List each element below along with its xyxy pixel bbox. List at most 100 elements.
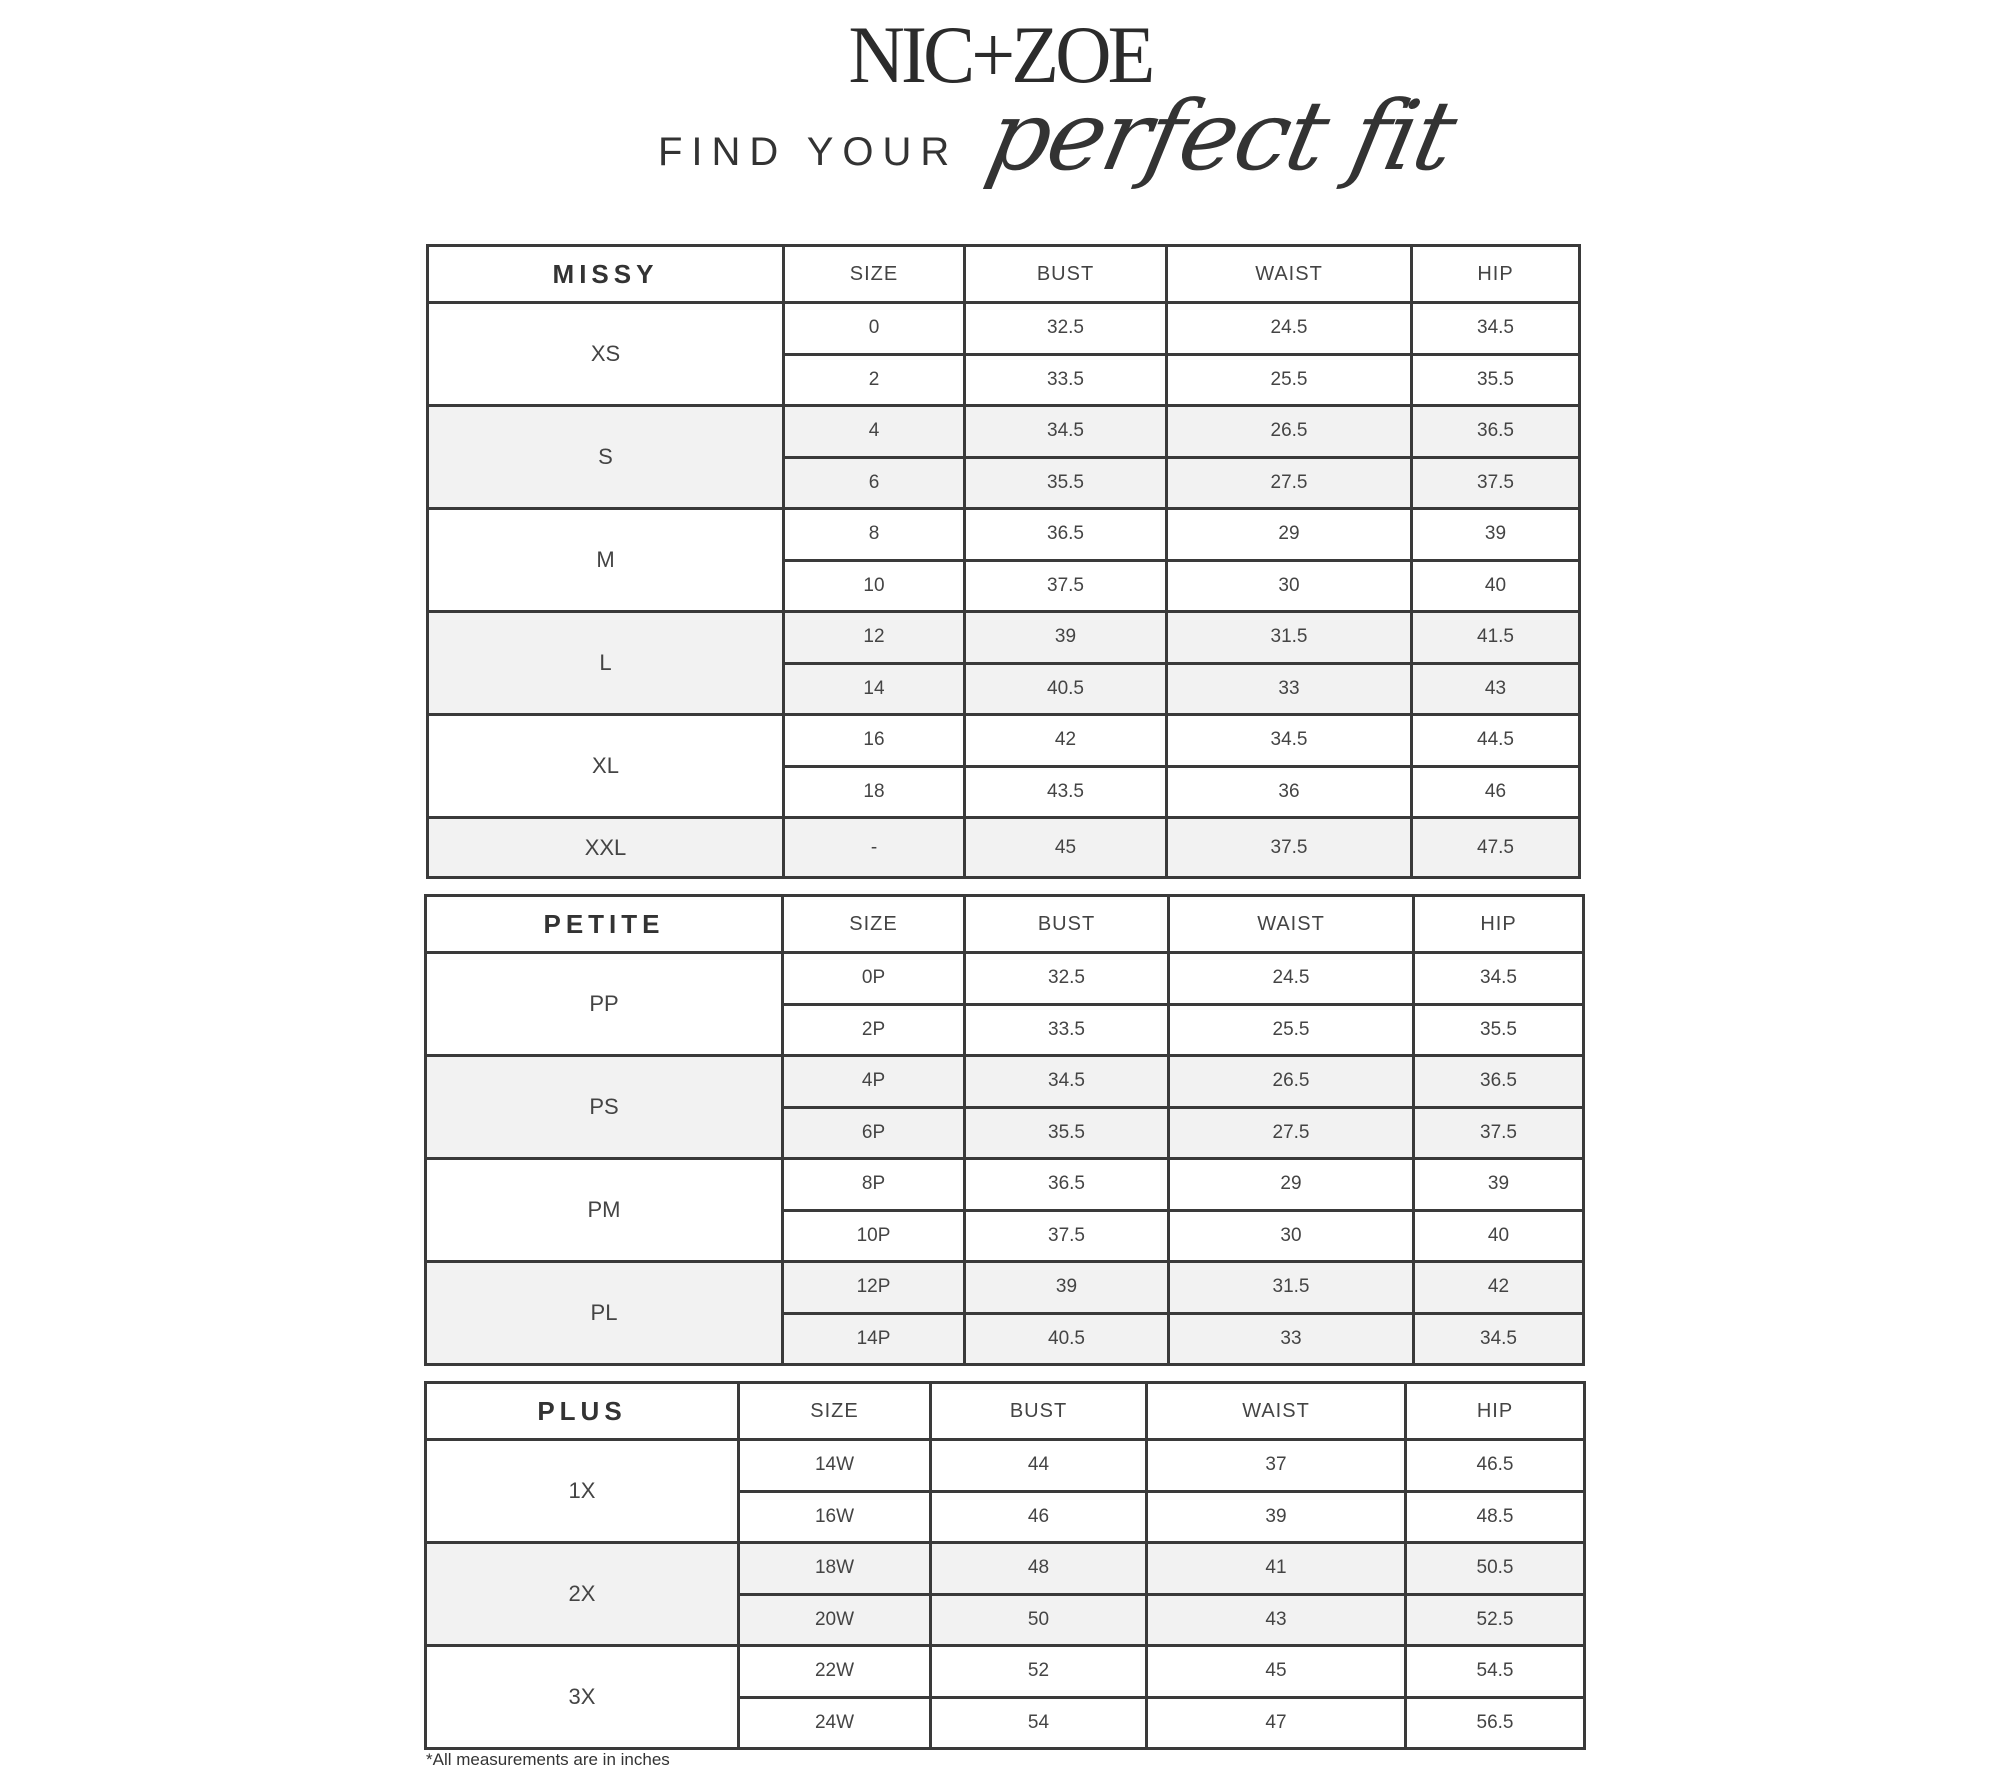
hip-cell: 35.5 [1412, 1002, 1585, 1057]
tagline-script: perfect fit [978, 80, 1465, 192]
size-cell: 6 [782, 455, 966, 510]
size-cell: 16W [737, 1489, 932, 1544]
table-row: PL 12P 39 31.5 42 [424, 1260, 1585, 1366]
size-group-label: L [426, 610, 785, 716]
tagline: FIND YOUR [658, 130, 959, 174]
footnote: *All measurements are in inches [426, 1750, 670, 1769]
table-title: PETITE [424, 894, 784, 954]
size-cell: 12P [781, 1260, 966, 1315]
column-header-waist: WAIST [1165, 244, 1413, 304]
table-row: L 12 39 31.5 41.5 [426, 610, 1581, 716]
waist-cell: 43 [1145, 1592, 1407, 1647]
size-group-label: S [426, 404, 785, 510]
size-cell: 22W [737, 1644, 932, 1699]
table-row: PM 8P 36.5 29 39 [424, 1157, 1585, 1263]
size-group-label: PL [424, 1260, 784, 1366]
size-group-label: XXL [426, 816, 785, 879]
waist-cell: 36 [1165, 764, 1413, 819]
size-cell: 20W [737, 1592, 932, 1647]
bust-cell: 46 [929, 1489, 1148, 1544]
hip-cell: 54.5 [1404, 1644, 1586, 1699]
hip-cell: 39 [1412, 1157, 1585, 1212]
bust-cell: 34.5 [963, 1054, 1170, 1109]
table-row: 1X 14W 44 37 46.5 [424, 1438, 1586, 1544]
table-row: XXL -45 37.5 47.5 [426, 816, 1581, 879]
waist-cell: 30 [1165, 558, 1413, 613]
table-row: M 8 36.5 29 39 [426, 507, 1581, 613]
hip-cell: 36.5 [1412, 1054, 1585, 1109]
waist-cell: 25.5 [1165, 352, 1413, 407]
hip-cell: 47.5 [1410, 816, 1581, 879]
bust-cell: 39 [963, 1260, 1170, 1315]
petite-size-table: PETITE SIZE BUST WAIST HIP PP 0P 32.5 24.5 34.5 2P… [424, 894, 1585, 1366]
bust-cell: 50 [929, 1592, 1148, 1647]
size-cell: 2P [781, 1002, 966, 1057]
column-header-size: SIZE [781, 894, 966, 954]
column-header-hip: HIP [1410, 244, 1581, 304]
size-cell: 24W [737, 1695, 932, 1750]
hip-cell: 43 [1410, 661, 1581, 716]
column-header-waist: WAIST [1145, 1381, 1407, 1441]
hip-cell: 34.5 [1410, 301, 1581, 356]
bust-cell: 42 [963, 713, 1168, 768]
waist-cell: 37 [1145, 1438, 1407, 1493]
table-row: 10 37.5 30 40 [428, 558, 1581, 613]
table-row: 2P 33.5 25.5 35.5 [426, 1002, 1585, 1057]
size-cell: 10P [781, 1208, 966, 1263]
table-row: 14 40.5 33 43 [428, 661, 1581, 716]
waist-cell: 47 [1145, 1695, 1407, 1750]
bust-cell: 32.5 [963, 951, 1170, 1006]
hip-cell: 34.5 [1412, 951, 1585, 1006]
column-header-bust: BUST [963, 244, 1168, 304]
bust-cell: 36.5 [963, 507, 1168, 562]
waist-cell: 27.5 [1167, 1105, 1415, 1160]
table-row: 6 35.5 27.5 37.5 [428, 455, 1581, 510]
hip-cell: 36.5 [1410, 404, 1581, 459]
waist-cell: 27.5 [1165, 455, 1413, 510]
table-row: 3X 22W 52 45 54.5 [424, 1644, 1586, 1750]
bust-cell: 40.5 [963, 1311, 1170, 1366]
size-cell: 18 [782, 764, 966, 819]
column-header-size: SIZE [737, 1381, 932, 1441]
size-cell: 8 [782, 507, 966, 562]
waist-cell: 31.5 [1167, 1260, 1415, 1315]
size-group-label: PP [424, 951, 784, 1057]
hip-cell: 40 [1412, 1208, 1585, 1263]
hip-cell: 37.5 [1412, 1105, 1585, 1160]
hip-cell: 46.5 [1404, 1438, 1586, 1493]
size-group-label: XS [426, 301, 785, 407]
size-cell: 4 [782, 404, 966, 459]
table-row: 10P 37.5 30 40 [426, 1208, 1585, 1263]
bust-cell: 35.5 [963, 455, 1168, 510]
hip-cell: 40 [1410, 558, 1581, 613]
waist-cell: 37.5 [1165, 816, 1413, 879]
table-row: S 4 34.5 26.5 36.5 [426, 404, 1581, 510]
column-header-bust: BUST [929, 1381, 1148, 1441]
bust-cell: 39 [963, 610, 1168, 665]
bust-cell: 36.5 [963, 1157, 1170, 1212]
table-title: PLUS [424, 1381, 740, 1441]
hip-cell: 42 [1412, 1260, 1585, 1315]
hip-cell: 56.5 [1404, 1695, 1586, 1750]
table-row: 6P 35.5 27.5 37.5 [426, 1105, 1585, 1160]
waist-cell: 39 [1145, 1489, 1407, 1544]
size-group-label: 2X [424, 1541, 740, 1647]
brand-logo: NIC+ZOE [848, 9, 1156, 100]
hip-cell: 37.5 [1410, 455, 1581, 510]
size-cell: 2 [782, 352, 966, 407]
header-row: PLUS SIZE BUST WAIST HIP [424, 1381, 1586, 1441]
size-group-label: PM [424, 1157, 784, 1263]
column-header-bust: BUST [963, 894, 1170, 954]
column-header-waist: WAIST [1167, 894, 1415, 954]
size-cell: 10 [782, 558, 966, 613]
size-cell: - [782, 816, 966, 879]
waist-cell: 26.5 [1167, 1054, 1415, 1109]
hip-cell: 41.5 [1410, 610, 1581, 665]
size-cell: 18W [737, 1541, 932, 1596]
bust-cell: 34.5 [963, 404, 1168, 459]
column-header-hip: HIP [1404, 1381, 1586, 1441]
size-group-label: 3X [424, 1644, 740, 1750]
bust-cell: 33.5 [963, 1002, 1170, 1057]
waist-cell: 33 [1165, 661, 1413, 716]
size-cell: 6P [781, 1105, 966, 1160]
